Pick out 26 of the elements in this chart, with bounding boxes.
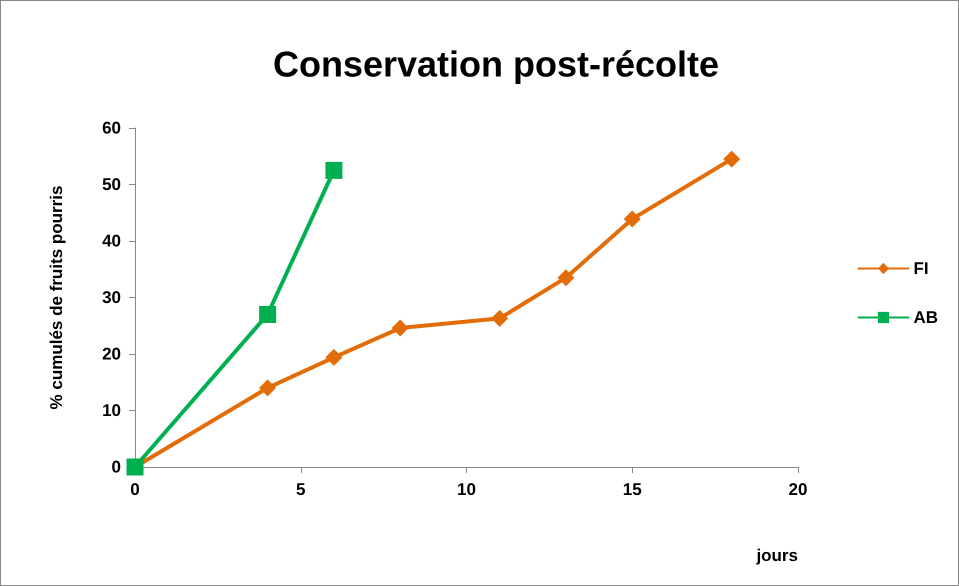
y-tick-label: 0 — [112, 458, 121, 476]
y-tick-label: 10 — [102, 401, 121, 420]
x-tick-label: 0 — [130, 480, 140, 499]
x-axis-title: jours — [755, 546, 798, 565]
y-tick-label: 30 — [102, 288, 121, 307]
point — [259, 306, 276, 323]
y-tick-label: 20 — [102, 344, 121, 364]
point — [325, 348, 342, 366]
y-tick-label: 60 — [102, 118, 121, 138]
x-tick-label: 10 — [457, 480, 476, 499]
point — [392, 320, 409, 337]
point — [557, 269, 574, 286]
point — [491, 310, 508, 327]
x-tick-label: 5 — [296, 480, 306, 499]
point — [723, 150, 740, 168]
x-tick-label: 15 — [622, 480, 642, 499]
y-tick-label: 40 — [102, 232, 121, 250]
point — [624, 210, 641, 228]
point — [259, 379, 276, 396]
legend-label: AB — [913, 308, 938, 327]
chart-title: Conservation post-récolte — [272, 44, 720, 84]
point — [325, 162, 342, 179]
legend-label: FI — [913, 259, 929, 278]
y-tick-label: 50 — [102, 175, 121, 194]
y-axis-title: % cumulés de fruits pourris — [47, 186, 66, 410]
x-tick-label: 20 — [788, 480, 808, 499]
